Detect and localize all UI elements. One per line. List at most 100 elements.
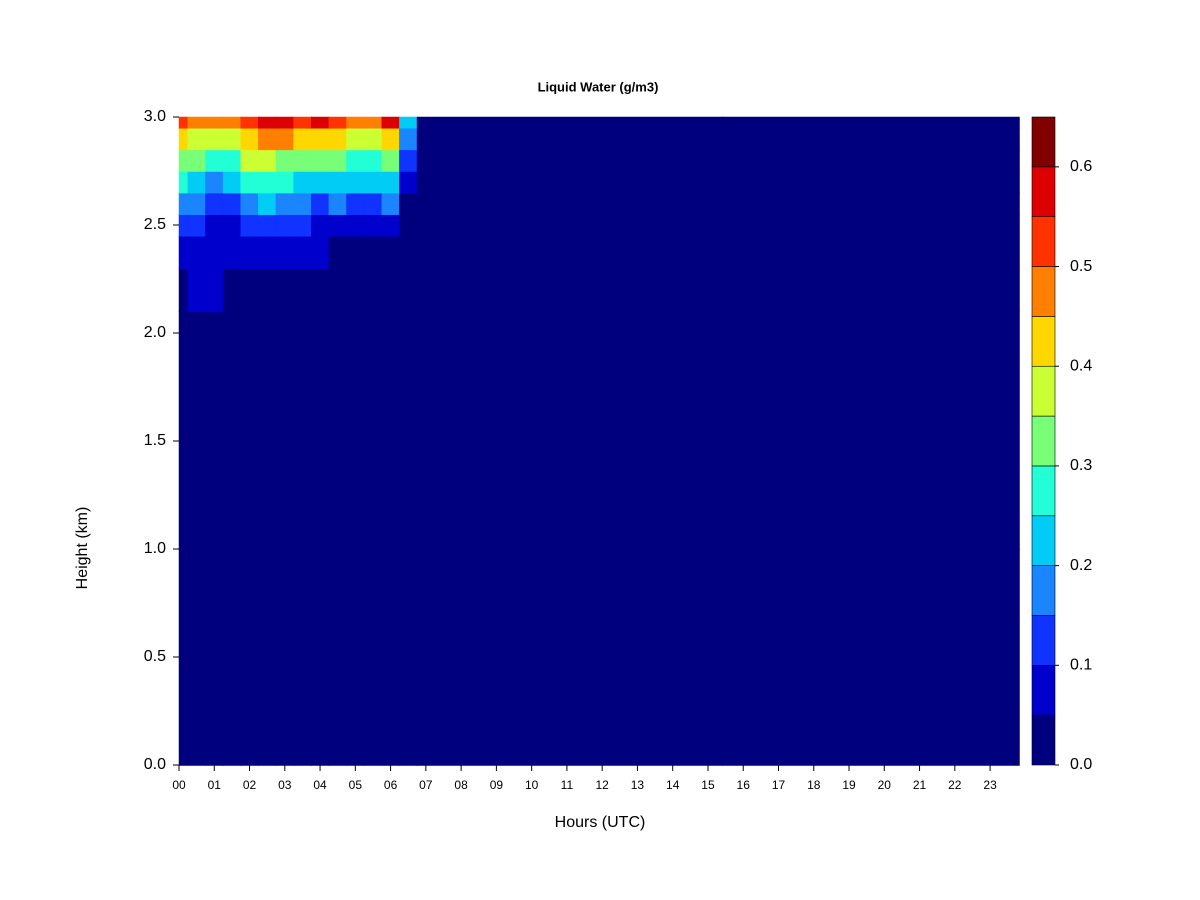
contour-cell: [222, 267, 242, 313]
contour-cell: [722, 267, 1020, 313]
contour-cell: [346, 170, 365, 194]
x-tick-label: 01: [208, 778, 222, 792]
y-tick-label: 2.5: [144, 216, 166, 233]
colorbar-band: [1031, 665, 1056, 716]
colorbar-band: [1031, 216, 1056, 267]
y-tick-label: 1.5: [144, 432, 166, 449]
x-tick-label: 22: [948, 778, 962, 792]
contour-cell: [187, 127, 207, 151]
contour-cell: [178, 192, 189, 215]
colorbar-band: [1031, 714, 1056, 766]
contour-cell: [178, 213, 189, 237]
contour-cell: [222, 116, 242, 129]
contour-cell: [363, 548, 383, 766]
contour-cell: [722, 149, 1020, 172]
contour-cell: [205, 267, 224, 313]
contour-cell: [275, 311, 295, 550]
contour-cell: [346, 149, 365, 172]
contour-cell: [205, 149, 224, 172]
x-tick-label: 10: [525, 778, 539, 792]
contour-cell: [310, 149, 330, 172]
x-tick-label: 18: [807, 778, 821, 792]
contour-cell: [328, 267, 348, 313]
contour-cell: [240, 127, 260, 151]
contour-cell: [363, 213, 383, 237]
contour-cell: [187, 149, 207, 172]
y-tick-label: 0.5: [144, 648, 166, 665]
colorbar-band: [1031, 565, 1056, 616]
contour-cell: [293, 235, 312, 269]
contour-cell: [310, 170, 330, 194]
contour-cell: [275, 149, 295, 172]
colorbar-tick-label: 0.5: [1070, 258, 1092, 275]
contour-cell: [187, 192, 207, 215]
contour-cell: [328, 311, 348, 550]
contour-cell: [363, 127, 383, 151]
contour-cell: [381, 235, 401, 269]
contour-cell: [381, 311, 401, 550]
contour-cell: [328, 116, 348, 129]
colorbar-band: [1031, 615, 1056, 666]
contour-cell: [399, 127, 418, 151]
contour-cell: [258, 127, 277, 151]
contour-cell: [328, 127, 348, 151]
contour-cell: [178, 170, 189, 194]
contour-cell: [381, 213, 401, 237]
x-tick-label: 04: [313, 778, 327, 792]
colorbar-band: [1031, 316, 1056, 367]
contour-cell: [275, 235, 295, 269]
x-tick-label: 20: [878, 778, 892, 792]
contour-cell: [381, 192, 401, 215]
contour-cell: [258, 116, 277, 129]
contour-cell: [275, 127, 295, 151]
contour-cell: [399, 192, 418, 215]
contour-cell: [381, 548, 401, 766]
contour-cell: [346, 213, 365, 237]
contour-cell: [399, 311, 418, 550]
contour-cell: [275, 213, 295, 237]
contour-cell: [310, 311, 330, 550]
contour-cell: [722, 213, 1020, 237]
x-tick-label: 06: [384, 778, 398, 792]
y-tick-label: 3.0: [144, 108, 166, 125]
contour-cell: [187, 170, 207, 194]
contour-cell: [293, 267, 312, 313]
contour-cell: [328, 213, 348, 237]
contour-cell: [416, 213, 724, 237]
colorbar-band: [1031, 365, 1056, 417]
contour-cell: [258, 213, 277, 237]
chart-title: Liquid Water (g/m3): [538, 79, 659, 94]
contour-cell: [187, 116, 207, 129]
contour-cell: [293, 311, 312, 550]
x-tick-label: 07: [419, 778, 433, 792]
x-tick-label: 16: [737, 778, 751, 792]
x-tick-label: 15: [701, 778, 715, 792]
contour-cell: [346, 116, 365, 129]
contour-cell: [399, 548, 418, 766]
colorbar-band: [1031, 166, 1056, 217]
contour-cell: [722, 127, 1020, 151]
contour-cell: [363, 149, 383, 172]
x-tick-label: 00: [172, 778, 186, 792]
contour-cell: [416, 235, 724, 269]
contour-cell: [258, 267, 277, 313]
contour-cell: [363, 170, 383, 194]
contour-cell: [416, 116, 724, 129]
x-tick-label: 14: [666, 778, 680, 792]
contour-cell: [240, 116, 260, 129]
contour-cell: [293, 192, 312, 215]
contour-cell: [363, 267, 383, 313]
contour-cell: [310, 127, 330, 151]
contour-cell: [205, 127, 224, 151]
contour-cell: [240, 548, 260, 766]
contour-cell: [722, 548, 1020, 766]
contour-cell: [363, 116, 383, 129]
contour-cell: [310, 548, 330, 766]
contour-cell: [399, 213, 418, 237]
contour-cell: [363, 192, 383, 215]
colorbar-tick-label: 0.6: [1070, 158, 1092, 175]
contour-cell: [416, 192, 724, 215]
x-tick-label: 02: [243, 778, 257, 792]
colorbar-tick-label: 0.4: [1070, 357, 1092, 374]
